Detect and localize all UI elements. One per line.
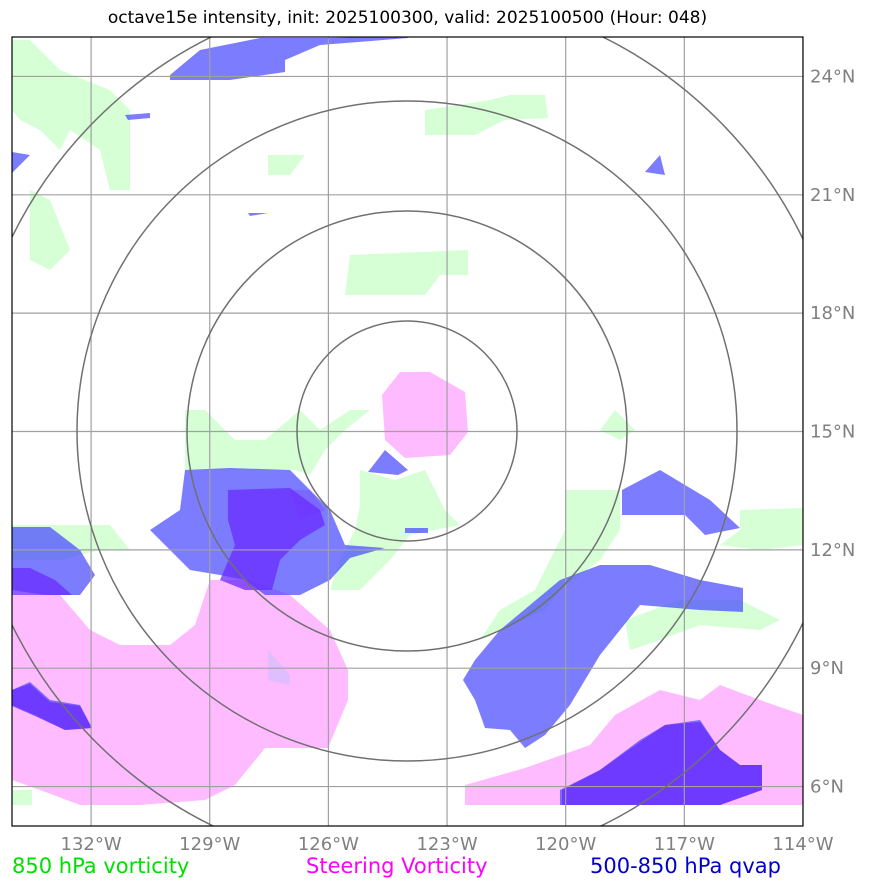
latitude-tick-label: 6°N — [810, 777, 844, 798]
latitude-tick-label: 24°N — [810, 66, 855, 87]
range-ring — [76, 100, 738, 762]
longitude-tick-label: 132°W — [61, 834, 122, 850]
vorticity-region — [425, 95, 548, 135]
overlap-region — [562, 722, 762, 805]
steering-region — [12, 580, 348, 805]
vorticity-region — [330, 470, 460, 590]
vorticity-region — [185, 410, 370, 475]
qvap-region — [622, 470, 740, 535]
overlap-region — [12, 568, 72, 595]
graticule — [12, 37, 803, 826]
qvap-region — [125, 113, 150, 120]
legend-steering-vorticity: Steering Vorticity — [306, 854, 488, 878]
vorticity-region — [30, 190, 70, 270]
latitude-tick-label: 12°N — [810, 540, 855, 561]
longitude-tick-label: 120°W — [535, 834, 596, 850]
qvap-region — [645, 155, 665, 175]
vorticity-region — [480, 490, 620, 640]
overlap-region — [220, 488, 325, 590]
latitude-tick-label: 21°N — [810, 185, 855, 206]
overlap-layer — [12, 488, 762, 805]
range-ring — [296, 320, 518, 542]
longitude-tick-label: 129°W — [179, 834, 240, 850]
map-title: octave15e intensity, init: 2025100300, v… — [107, 8, 708, 28]
longitude-tick-label: 117°W — [654, 834, 715, 850]
range-ring — [186, 210, 628, 652]
plot-frame — [11, 36, 804, 827]
qvap-region — [170, 37, 408, 80]
overlap-region — [12, 684, 92, 730]
qvap-region — [368, 450, 408, 475]
legend-qvap: 500-850 hPa qvap — [590, 854, 781, 878]
latitude-tick-label: 9°N — [810, 658, 844, 679]
latitude-tick-labels: 24°N 21°N 18°N 15°N 12°N 9°N 6°N — [810, 66, 855, 797]
longitude-tick-label: 126°W — [298, 834, 359, 850]
qvap-region — [268, 650, 290, 685]
longitude-tick-label: 123°W — [416, 834, 477, 850]
range-rings — [12, 37, 803, 826]
vorticity-region — [720, 508, 803, 550]
map-figure: 132°W 129°W 126°W 123°W 120°W 117°W 114°W 24°N… — [11, 36, 855, 850]
vorticity-region — [345, 250, 468, 295]
vorticity-region — [268, 155, 305, 175]
vorticity-region — [12, 40, 130, 190]
legend-vorticity-850: 850 hPa vorticity — [12, 854, 190, 878]
longitude-tick-label: 114°W — [772, 834, 833, 850]
qvap-region — [12, 152, 30, 173]
qvap-region — [248, 213, 268, 216]
latitude-tick-label: 18°N — [810, 303, 855, 324]
qvap-region — [405, 528, 428, 533]
steering-region — [382, 372, 468, 458]
latitude-tick-label: 15°N — [810, 422, 855, 443]
longitude-tick-labels: 132°W 129°W 126°W 123°W 120°W 117°W 114°W — [61, 834, 834, 850]
vorticity-region — [12, 790, 32, 805]
vorticity-region — [600, 410, 635, 440]
